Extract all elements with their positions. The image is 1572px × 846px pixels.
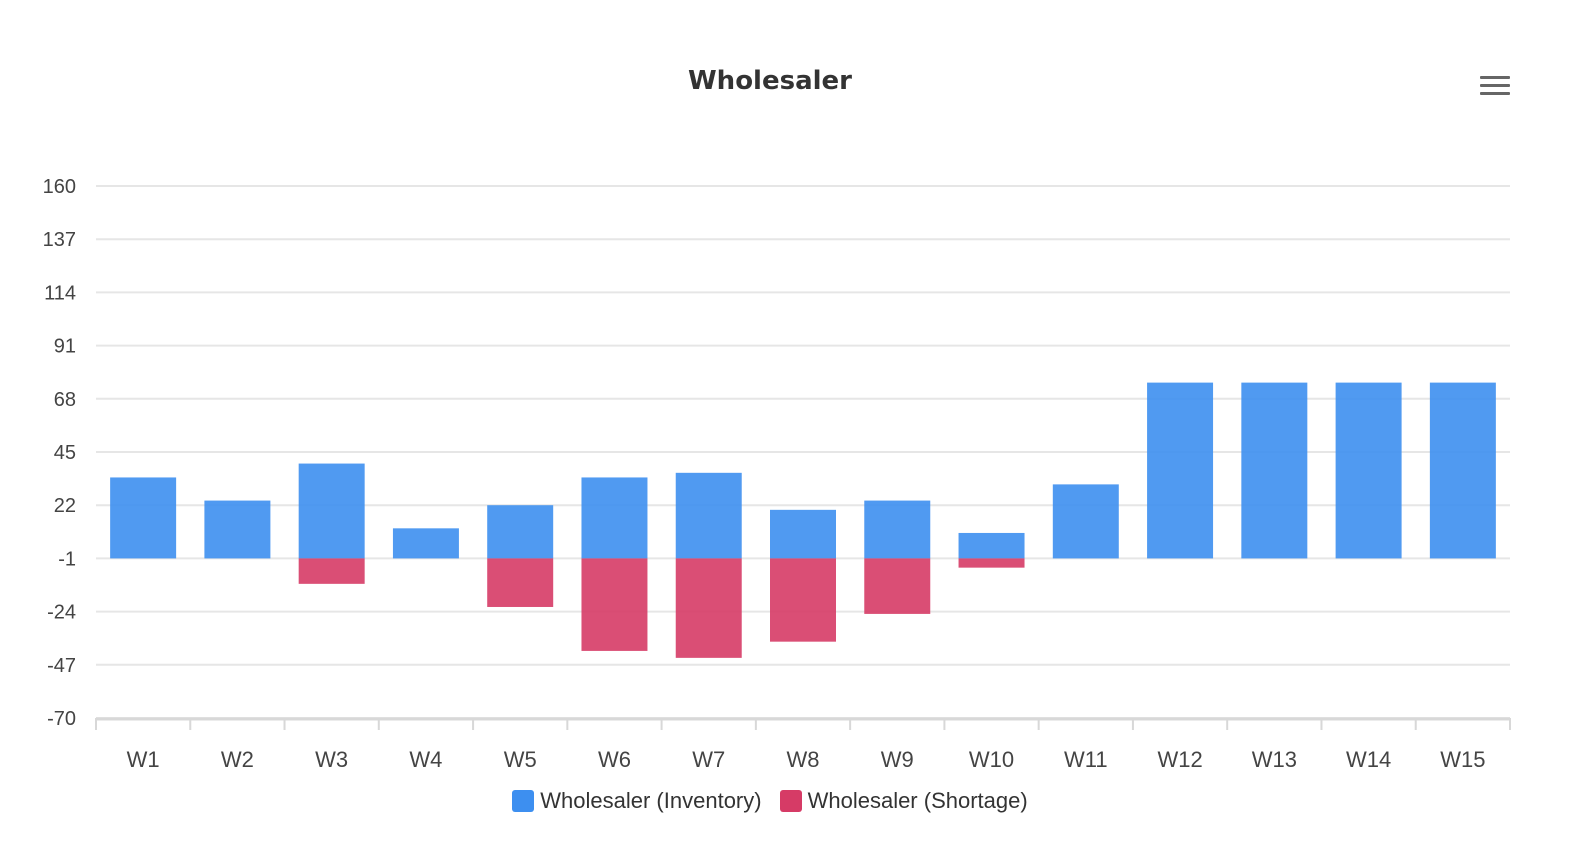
bar-inventory — [675, 472, 742, 559]
bar-shortage — [675, 558, 742, 658]
x-tick-label: W9 — [881, 747, 914, 772]
x-tick-label: W10 — [969, 747, 1014, 772]
bar-inventory — [1147, 382, 1214, 559]
legend: Wholesaler (Inventory) Wholesaler (Short… — [0, 788, 1540, 814]
bar-inventory — [298, 463, 365, 559]
bar-inventory — [1241, 382, 1308, 559]
bar-shortage — [864, 558, 931, 614]
y-tick-label: -47 — [47, 655, 76, 677]
x-tick-label: W6 — [598, 747, 631, 772]
y-tick-label: 22 — [54, 495, 76, 517]
bar-shortage — [487, 558, 554, 607]
bar-inventory — [487, 505, 554, 559]
y-tick-label: 114 — [44, 282, 76, 304]
hamburger-menu-icon[interactable] — [1476, 70, 1514, 102]
x-tick-label: W11 — [1064, 747, 1108, 772]
bar-inventory — [1429, 382, 1496, 559]
bar-inventory — [770, 509, 836, 559]
bar-inventory — [1335, 382, 1402, 559]
bar-inventory — [392, 528, 459, 559]
y-tick-label: 137 — [43, 229, 76, 251]
y-tick-label: -70 — [47, 708, 76, 730]
bar-shortage — [581, 558, 648, 651]
x-tick-label: W15 — [1440, 747, 1485, 772]
y-tick-label: 160 — [43, 176, 76, 198]
y-tick-label: -1 — [58, 548, 76, 570]
legend-item-shortage[interactable]: Wholesaler (Shortage) — [779, 788, 1028, 814]
x-tick-label: W5 — [504, 747, 537, 772]
bar-shortage — [298, 558, 365, 584]
x-tick-label: W4 — [409, 747, 442, 772]
legend-swatch-shortage — [779, 790, 802, 812]
x-tick-label: W14 — [1346, 747, 1391, 772]
bar-shortage — [770, 558, 836, 642]
x-tick-label: W2 — [221, 747, 254, 772]
x-tick-label: W12 — [1157, 747, 1202, 772]
menu-line — [1480, 84, 1510, 87]
bar-inventory — [1052, 484, 1119, 559]
x-tick-label: W3 — [315, 747, 348, 772]
y-tick-label: 91 — [54, 336, 76, 358]
bar-shortage — [958, 558, 1025, 568]
x-tick-label: W8 — [787, 747, 820, 772]
menu-line — [1480, 92, 1510, 95]
bar-inventory — [110, 477, 177, 559]
bar-inventory — [958, 532, 1025, 559]
legend-label-inventory: Wholesaler (Inventory) — [540, 788, 762, 813]
chart-title: Wholesaler — [688, 66, 852, 96]
legend-label-shortage: Wholesaler (Shortage) — [807, 788, 1028, 813]
menu-line — [1480, 76, 1510, 79]
y-tick-label: 68 — [54, 389, 76, 411]
legend-item-inventory[interactable]: Wholesaler (Inventory) — [512, 788, 762, 814]
bar-inventory — [581, 477, 648, 559]
x-tick-label: W7 — [692, 747, 725, 772]
bar-inventory — [204, 500, 271, 559]
bar-inventory — [864, 500, 931, 559]
y-tick-label: -24 — [47, 602, 76, 624]
y-tick-label: 45 — [54, 442, 76, 464]
legend-swatch-inventory — [512, 790, 535, 812]
x-tick-label: W1 — [127, 747, 160, 772]
x-tick-label: W13 — [1252, 747, 1297, 772]
